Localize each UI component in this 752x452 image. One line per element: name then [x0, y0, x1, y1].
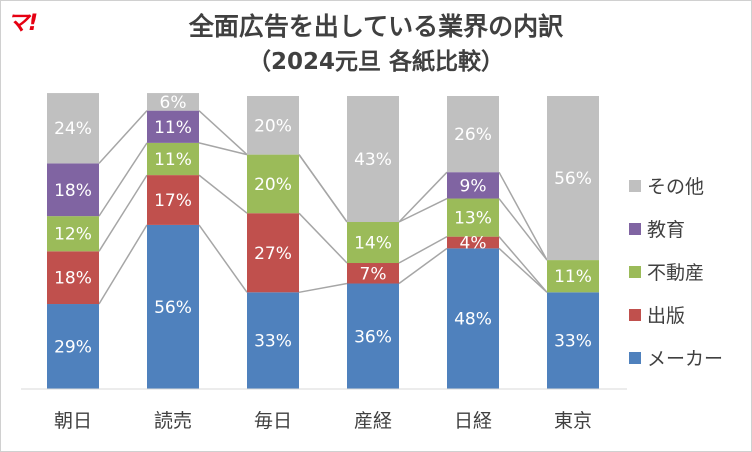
series-line-2-3 [398, 197, 448, 223]
series-line-0-4 [498, 247, 548, 293]
chart-subtitle: （2024元旦 各紙比較） [247, 49, 505, 75]
bar-segment [347, 221, 399, 264]
data-label: 6% [160, 93, 187, 113]
data-label: 20% [254, 116, 292, 136]
bar-segment [447, 96, 499, 173]
data-label: 7% [360, 264, 387, 284]
data-label: 36% [354, 327, 392, 347]
series-line-1-4 [498, 236, 548, 293]
data-labels: 29% 18% 12% 18% 24% 56% 17% 11% 11% 6% 33% 27% 20% 20… [54, 93, 592, 358]
legend-label: 出版 [647, 305, 685, 327]
data-label: 43% [354, 150, 392, 170]
bar-segment [247, 292, 299, 389]
category-label: 東京 [554, 410, 592, 432]
series-line-3-1 [198, 110, 248, 156]
category-label: 朝日 [54, 410, 92, 432]
bar-segment [147, 175, 199, 225]
series-line-3-0 [98, 110, 148, 164]
series-line-0-0 [98, 224, 148, 305]
data-label: 18% [54, 269, 92, 289]
bar-segment [47, 163, 99, 217]
series-lines [98, 110, 548, 305]
series-line-1-2 [298, 212, 348, 264]
series-line-2-4 [498, 198, 548, 261]
bar-segment [47, 304, 99, 389]
bar-segment [447, 236, 499, 249]
bars [47, 93, 599, 389]
data-label: 33% [554, 332, 592, 352]
bar-segment [347, 96, 399, 222]
data-label: 26% [454, 125, 492, 145]
data-label: 13% [454, 209, 492, 229]
data-label: 18% [54, 181, 92, 201]
data-label: 14% [354, 234, 392, 254]
legend-label: 教育 [647, 219, 685, 241]
legend-label: 不動産 [647, 262, 704, 284]
legend-label: メーカー [647, 348, 723, 370]
category-label: 日経 [454, 410, 492, 432]
bar-segment [547, 260, 599, 293]
bar-segment [347, 283, 399, 389]
data-label: 56% [554, 169, 592, 189]
data-label: 4% [460, 234, 487, 254]
data-label: 48% [454, 310, 492, 330]
brand-logo: マ! [7, 11, 38, 36]
series-line-3-4 [498, 171, 548, 261]
data-label: 24% [54, 119, 92, 139]
bar-segment [247, 154, 299, 214]
data-label: 11% [554, 267, 592, 287]
series-line-1-0 [98, 174, 148, 252]
bar-segment [47, 251, 99, 305]
data-label: 27% [254, 244, 292, 264]
bar-segment [147, 93, 199, 111]
bar-segment [247, 96, 299, 155]
category-label: 読売 [154, 410, 192, 432]
data-label: 12% [54, 225, 92, 245]
series-line-1-1 [198, 174, 248, 214]
data-label: 17% [154, 191, 192, 211]
legend-swatch [629, 180, 641, 192]
data-label: 9% [460, 176, 487, 196]
bar-segment [547, 292, 599, 389]
legend-swatch [629, 352, 641, 364]
bar-segment [147, 142, 199, 176]
category-labels: 朝日 読売 毎日 産経 日経 東京 [54, 410, 592, 432]
bar-segment [47, 93, 99, 164]
legend-swatch [629, 223, 641, 235]
data-label: 33% [254, 332, 292, 352]
legend-swatch [629, 266, 641, 278]
bar-segment [447, 248, 499, 389]
bar-segment [547, 96, 599, 261]
category-label: 産経 [354, 410, 392, 432]
series-line-3-2 [298, 154, 348, 223]
bar-segment [147, 224, 199, 389]
bar-segment [447, 198, 499, 237]
series-line-1-3 [398, 235, 448, 264]
bar-segment [347, 263, 399, 284]
series-line-2-0 [98, 142, 148, 217]
data-label: 56% [154, 298, 192, 318]
data-label: 20% [254, 175, 292, 195]
data-label: 11% [154, 150, 192, 170]
series-line-0-2 [298, 282, 348, 294]
series-line-0-3 [398, 247, 448, 285]
data-label: 29% [54, 338, 92, 358]
bar-segment [247, 213, 299, 293]
legend-swatch [629, 309, 641, 321]
chart-title: 全面広告を出している業界の内訳 [188, 12, 564, 41]
data-label: 11% [154, 118, 192, 138]
legend-label: その他 [647, 176, 704, 198]
bar-segment [147, 110, 199, 143]
series-line-2-1 [198, 142, 248, 156]
bar-segment [447, 172, 499, 199]
series-line-3-3 [398, 171, 448, 223]
category-label: 毎日 [254, 410, 292, 432]
series-line-0-1 [198, 224, 248, 293]
bar-segment [47, 216, 99, 252]
